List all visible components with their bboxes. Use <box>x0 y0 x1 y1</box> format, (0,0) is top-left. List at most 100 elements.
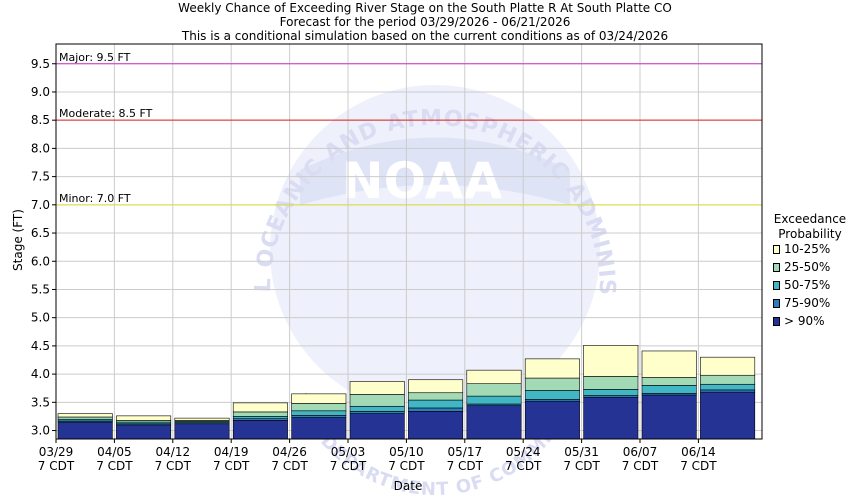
legend-item: 10-25% <box>773 242 830 256</box>
x-tick-label-date: 04/26 <box>272 445 307 459</box>
bar-segment <box>408 379 464 394</box>
legend-swatch <box>773 262 780 272</box>
y-tick-label: 7.5 <box>31 170 50 184</box>
x-tick-label-tz: 7 CDT <box>38 459 75 473</box>
x-tick-label-date: 05/10 <box>389 445 424 459</box>
x-tick-label-date: 05/03 <box>331 445 366 459</box>
chart-axes: 3.0 3.5 4.0 4.5 5.0 5.5 6.0 6.5 7.0 7.5 8.0 8.5 9.0 9… <box>31 43 763 473</box>
x-tick-label-date: 04/05 <box>97 445 132 459</box>
bar-segment <box>291 417 347 440</box>
bar-segment <box>641 394 697 440</box>
x-tick-label-date: 05/17 <box>448 445 483 459</box>
legend-swatch <box>773 244 780 254</box>
y-tick-label: 7.0 <box>31 198 50 212</box>
y-tick-label: 6.0 <box>31 254 50 268</box>
x-tick-label-date: 05/31 <box>564 445 599 459</box>
bar-segment <box>408 399 464 409</box>
bar-segment <box>349 411 405 414</box>
bar-segment <box>349 381 405 395</box>
bar-segment <box>232 411 288 417</box>
threshold-lines: Major: 9.5 FT Moderate: 8.5 FT Minor: 7.0 … <box>56 51 762 206</box>
chart-title-line1: Weekly Chance of Exceeding River Stage o… <box>178 1 672 15</box>
x-tick-label-date: 03/29 <box>39 445 74 459</box>
x-tick-label-date: 04/19 <box>214 445 249 459</box>
bar-segment <box>291 403 347 412</box>
watermark-logo-text: NOAA <box>342 152 503 210</box>
x-tick-label-tz: 7 CDT <box>96 459 133 473</box>
legend-item: 75-90% <box>773 296 830 310</box>
bar-segment <box>583 396 639 440</box>
watermark-gull-icon <box>300 137 570 205</box>
y-tick-label: 5.0 <box>31 311 50 325</box>
legend-title-line2: Probability <box>778 227 842 241</box>
bar-segment <box>408 411 464 440</box>
legend-label: 75-90% <box>784 296 831 310</box>
bar-segment <box>700 383 756 391</box>
bar-segment <box>524 390 580 400</box>
bar-segment <box>116 424 172 440</box>
x-tick-label-tz: 7 CDT <box>155 459 192 473</box>
y-tick-label: 5.5 <box>31 282 50 296</box>
x-tick-label-tz: 7 CDT <box>563 459 600 473</box>
bar-segment <box>349 413 405 440</box>
y-tick-label: 6.5 <box>31 226 50 240</box>
bar-segment <box>466 405 522 440</box>
bar-segment <box>408 392 464 401</box>
x-tick-label-tz: 7 CDT <box>388 459 425 473</box>
bar-segment <box>641 377 697 386</box>
x-tick-label-tz: 7 CDT <box>271 459 308 473</box>
bar-segment <box>466 369 522 384</box>
x-tick-label-date: 04/12 <box>156 445 191 459</box>
threshold-label: Major: 9.5 FT <box>59 51 131 64</box>
legend-item: 25-50% <box>773 260 830 274</box>
x-axis-label: Date <box>394 479 423 493</box>
bar-segment <box>583 345 639 377</box>
legend-label: 25-50% <box>784 260 831 274</box>
bar-segment <box>466 395 522 405</box>
bar-segment <box>349 394 405 407</box>
bar-segment <box>291 410 347 416</box>
legend-item: > 90% <box>773 314 825 328</box>
bar-segment <box>583 389 639 396</box>
y-tick-label: 3.5 <box>31 395 50 409</box>
bar-segment <box>524 358 580 379</box>
bar-segment <box>232 402 288 413</box>
legend-swatch <box>773 316 780 326</box>
y-axis-label: Stage (FT) <box>11 209 25 271</box>
legend-title: Exceedance Probability <box>770 212 850 242</box>
bar-segment <box>466 383 522 397</box>
legend-title-line1: Exceedance <box>773 212 847 226</box>
bar-segment <box>524 377 580 391</box>
x-tick-label-date: 06/14 <box>681 445 716 459</box>
x-tick-label-date: 06/07 <box>623 445 658 459</box>
y-tick-label: 3.0 <box>31 424 50 438</box>
bar-segment <box>291 393 347 404</box>
legend-label: 10-25% <box>784 242 831 256</box>
bar-segment <box>57 413 113 418</box>
bar-segment <box>524 400 580 440</box>
chart-bars <box>57 345 756 440</box>
chart-title-line2: Forecast for the period 03/29/2026 - 06/… <box>279 15 571 29</box>
bar-segment <box>700 389 756 393</box>
x-tick-label-tz: 7 CDT <box>622 459 659 473</box>
plot-frame <box>55 43 763 440</box>
threshold-label: Minor: 7.0 FT <box>59 192 131 205</box>
bar-segment <box>700 374 756 385</box>
x-tick-label-tz: 7 CDT <box>330 459 367 473</box>
bar-segment <box>408 407 464 412</box>
bar-segment <box>641 385 697 394</box>
x-tick-label-tz: 7 CDT <box>447 459 484 473</box>
x-tick-label-tz: 7 CDT <box>680 459 717 473</box>
bar-segment <box>700 391 756 440</box>
bar-segment <box>583 376 639 390</box>
legend-label: > 90% <box>784 314 825 328</box>
bar-segment <box>174 417 230 421</box>
x-tick-label-date: 05/24 <box>506 445 541 459</box>
bar-segment <box>57 421 113 440</box>
chart-title-line3: This is a conditional simulation based o… <box>181 29 669 43</box>
y-tick-label: 9.0 <box>31 85 50 99</box>
bar-segment <box>700 356 756 376</box>
x-tick-label-tz: 7 CDT <box>213 459 250 473</box>
bar-segment <box>291 414 347 418</box>
